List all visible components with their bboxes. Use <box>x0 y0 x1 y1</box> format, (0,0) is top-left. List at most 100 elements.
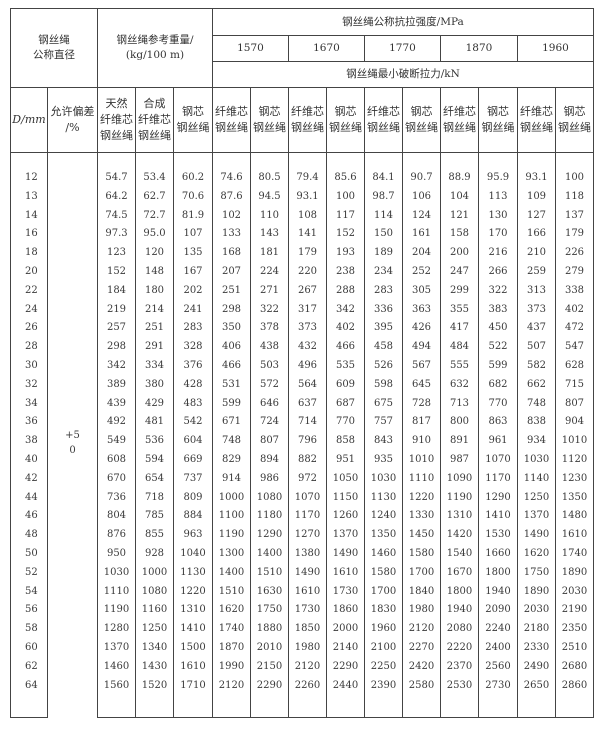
strength-grade-1570: 1570 <box>212 35 289 62</box>
value-cell: 214 <box>135 300 174 320</box>
value-cell: 152 <box>326 225 365 245</box>
value-cell: 1750 <box>250 601 289 621</box>
value-cell: 220 <box>288 262 327 282</box>
value-cell: 1130 <box>364 488 403 508</box>
diameter-cell: 64 <box>10 676 48 696</box>
table-row: 40 608 594 669 829 894 882 951 935 1010 987 1070 103… <box>10 450 594 470</box>
value-cell: 598 <box>364 375 403 395</box>
value-cell: 807 <box>250 432 289 451</box>
diameter-cell: 48 <box>10 526 48 545</box>
value-cell: 1250 <box>517 488 556 508</box>
value-cell: 748 <box>517 394 556 414</box>
value-cell: 251 <box>212 281 251 301</box>
value-cell: 838 <box>517 413 556 433</box>
value-cell: 536 <box>135 432 174 451</box>
value-cell: 1510 <box>250 563 289 583</box>
value-cell: 1880 <box>250 620 289 639</box>
spacer-cell <box>250 152 289 169</box>
value-cell: 1460 <box>97 657 136 677</box>
value-cell: 2150 <box>250 657 289 677</box>
value-cell: 829 <box>212 450 251 470</box>
value-cell: 2260 <box>288 676 327 696</box>
value-cell: 133 <box>212 225 251 245</box>
value-cell: 1580 <box>364 563 403 583</box>
value-cell: 259 <box>517 262 556 282</box>
value-cell: 429 <box>135 394 174 414</box>
value-cell: 1240 <box>364 507 403 527</box>
value-cell: 1840 <box>402 582 441 602</box>
value-cell: 817 <box>402 413 441 433</box>
value-cell: 1980 <box>402 601 441 621</box>
value-cell: 252 <box>402 262 441 282</box>
diameter-cell: 36 <box>10 413 48 433</box>
table-row: 52 1030 1000 1130 1400 1510 1490 1610 1580 1700 16… <box>10 563 594 583</box>
table-row: 22 184 180 202 251 271 267 288 283 305 299 322 313 33… <box>10 281 594 301</box>
value-cell: 1370 <box>326 526 365 545</box>
value-cell: 2400 <box>478 638 518 658</box>
steel-core-column-header: 钢芯 钢丝绳 <box>555 87 594 153</box>
diameter-cell: 26 <box>10 319 48 339</box>
value-cell: 483 <box>173 394 213 414</box>
value-cell: 1000 <box>212 488 251 508</box>
value-cell: 64.2 <box>97 187 136 207</box>
value-cell: 2120 <box>288 657 327 677</box>
value-cell: 1890 <box>517 582 556 602</box>
value-cell: 180 <box>135 281 174 301</box>
value-cell: 1740 <box>212 620 251 639</box>
value-cell: 1190 <box>97 601 136 621</box>
value-cell: 1160 <box>135 601 174 621</box>
steel-core-column-header: 钢芯 钢丝绳 <box>250 87 289 153</box>
value-cell: 100 <box>555 169 594 188</box>
value-cell: 207 <box>212 262 251 282</box>
value-cell: 876 <box>97 526 136 545</box>
value-cell: 1190 <box>212 526 251 545</box>
value-cell: 542 <box>173 413 213 433</box>
value-cell: 682 <box>478 375 518 395</box>
value-cell: 158 <box>440 225 479 245</box>
diameter-cell: 24 <box>10 300 48 320</box>
value-cell: 466 <box>212 356 251 376</box>
value-cell: 2000 <box>326 620 365 639</box>
spacer-cell <box>555 695 594 719</box>
value-cell: 342 <box>97 356 136 376</box>
value-cell: 2220 <box>440 638 479 658</box>
value-cell: 150 <box>364 225 403 245</box>
tolerance-cell: +5 0 <box>47 169 98 718</box>
diameter-cell: 13 <box>10 187 48 207</box>
value-cell: 2490 <box>517 657 556 677</box>
fiber-core-column-header: 纤维芯 钢丝绳 <box>440 87 479 153</box>
value-cell: 669 <box>173 450 213 470</box>
value-cell: 1510 <box>212 582 251 602</box>
value-cell: 152 <box>97 262 136 282</box>
value-cell: 322 <box>478 281 518 301</box>
value-cell: 107 <box>173 225 213 245</box>
value-cell: 85.6 <box>326 169 365 188</box>
spacer-cell <box>10 152 48 169</box>
value-cell: 1220 <box>173 582 213 602</box>
value-cell: 1530 <box>478 526 518 545</box>
value-cell: 549 <box>97 432 136 451</box>
value-cell: 1270 <box>288 526 327 545</box>
value-cell: 437 <box>517 319 556 339</box>
table-row: 58 1280 1250 1410 1740 1880 1850 2000 1960 2120 20… <box>10 620 594 639</box>
spacer-cell <box>97 152 136 169</box>
table-row: 50 950 928 1040 1300 1400 1380 1490 1460 1580 1540… <box>10 544 594 564</box>
value-cell: 395 <box>364 319 403 339</box>
value-cell: 363 <box>402 300 441 320</box>
value-cell: 383 <box>478 300 518 320</box>
table-row: 60 1370 1340 1500 1870 2010 1980 2140 2100 2270 22… <box>10 638 594 658</box>
value-cell: 494 <box>402 338 441 357</box>
value-cell: 1420 <box>440 526 479 545</box>
value-cell: 1300 <box>212 544 251 564</box>
value-cell: 1740 <box>555 544 594 564</box>
value-cell: 914 <box>212 469 251 489</box>
value-cell: 216 <box>478 244 518 263</box>
value-cell: 713 <box>440 394 479 414</box>
diameter-cell: 54 <box>10 582 48 602</box>
spacer-cell <box>440 152 479 169</box>
value-cell: 1490 <box>288 563 327 583</box>
value-cell: 1990 <box>212 657 251 677</box>
value-cell: 934 <box>517 432 556 451</box>
value-cell: 342 <box>326 300 365 320</box>
table-row: 42 670 654 737 914 986 972 1050 1030 1110 1090 1170… <box>10 469 594 489</box>
